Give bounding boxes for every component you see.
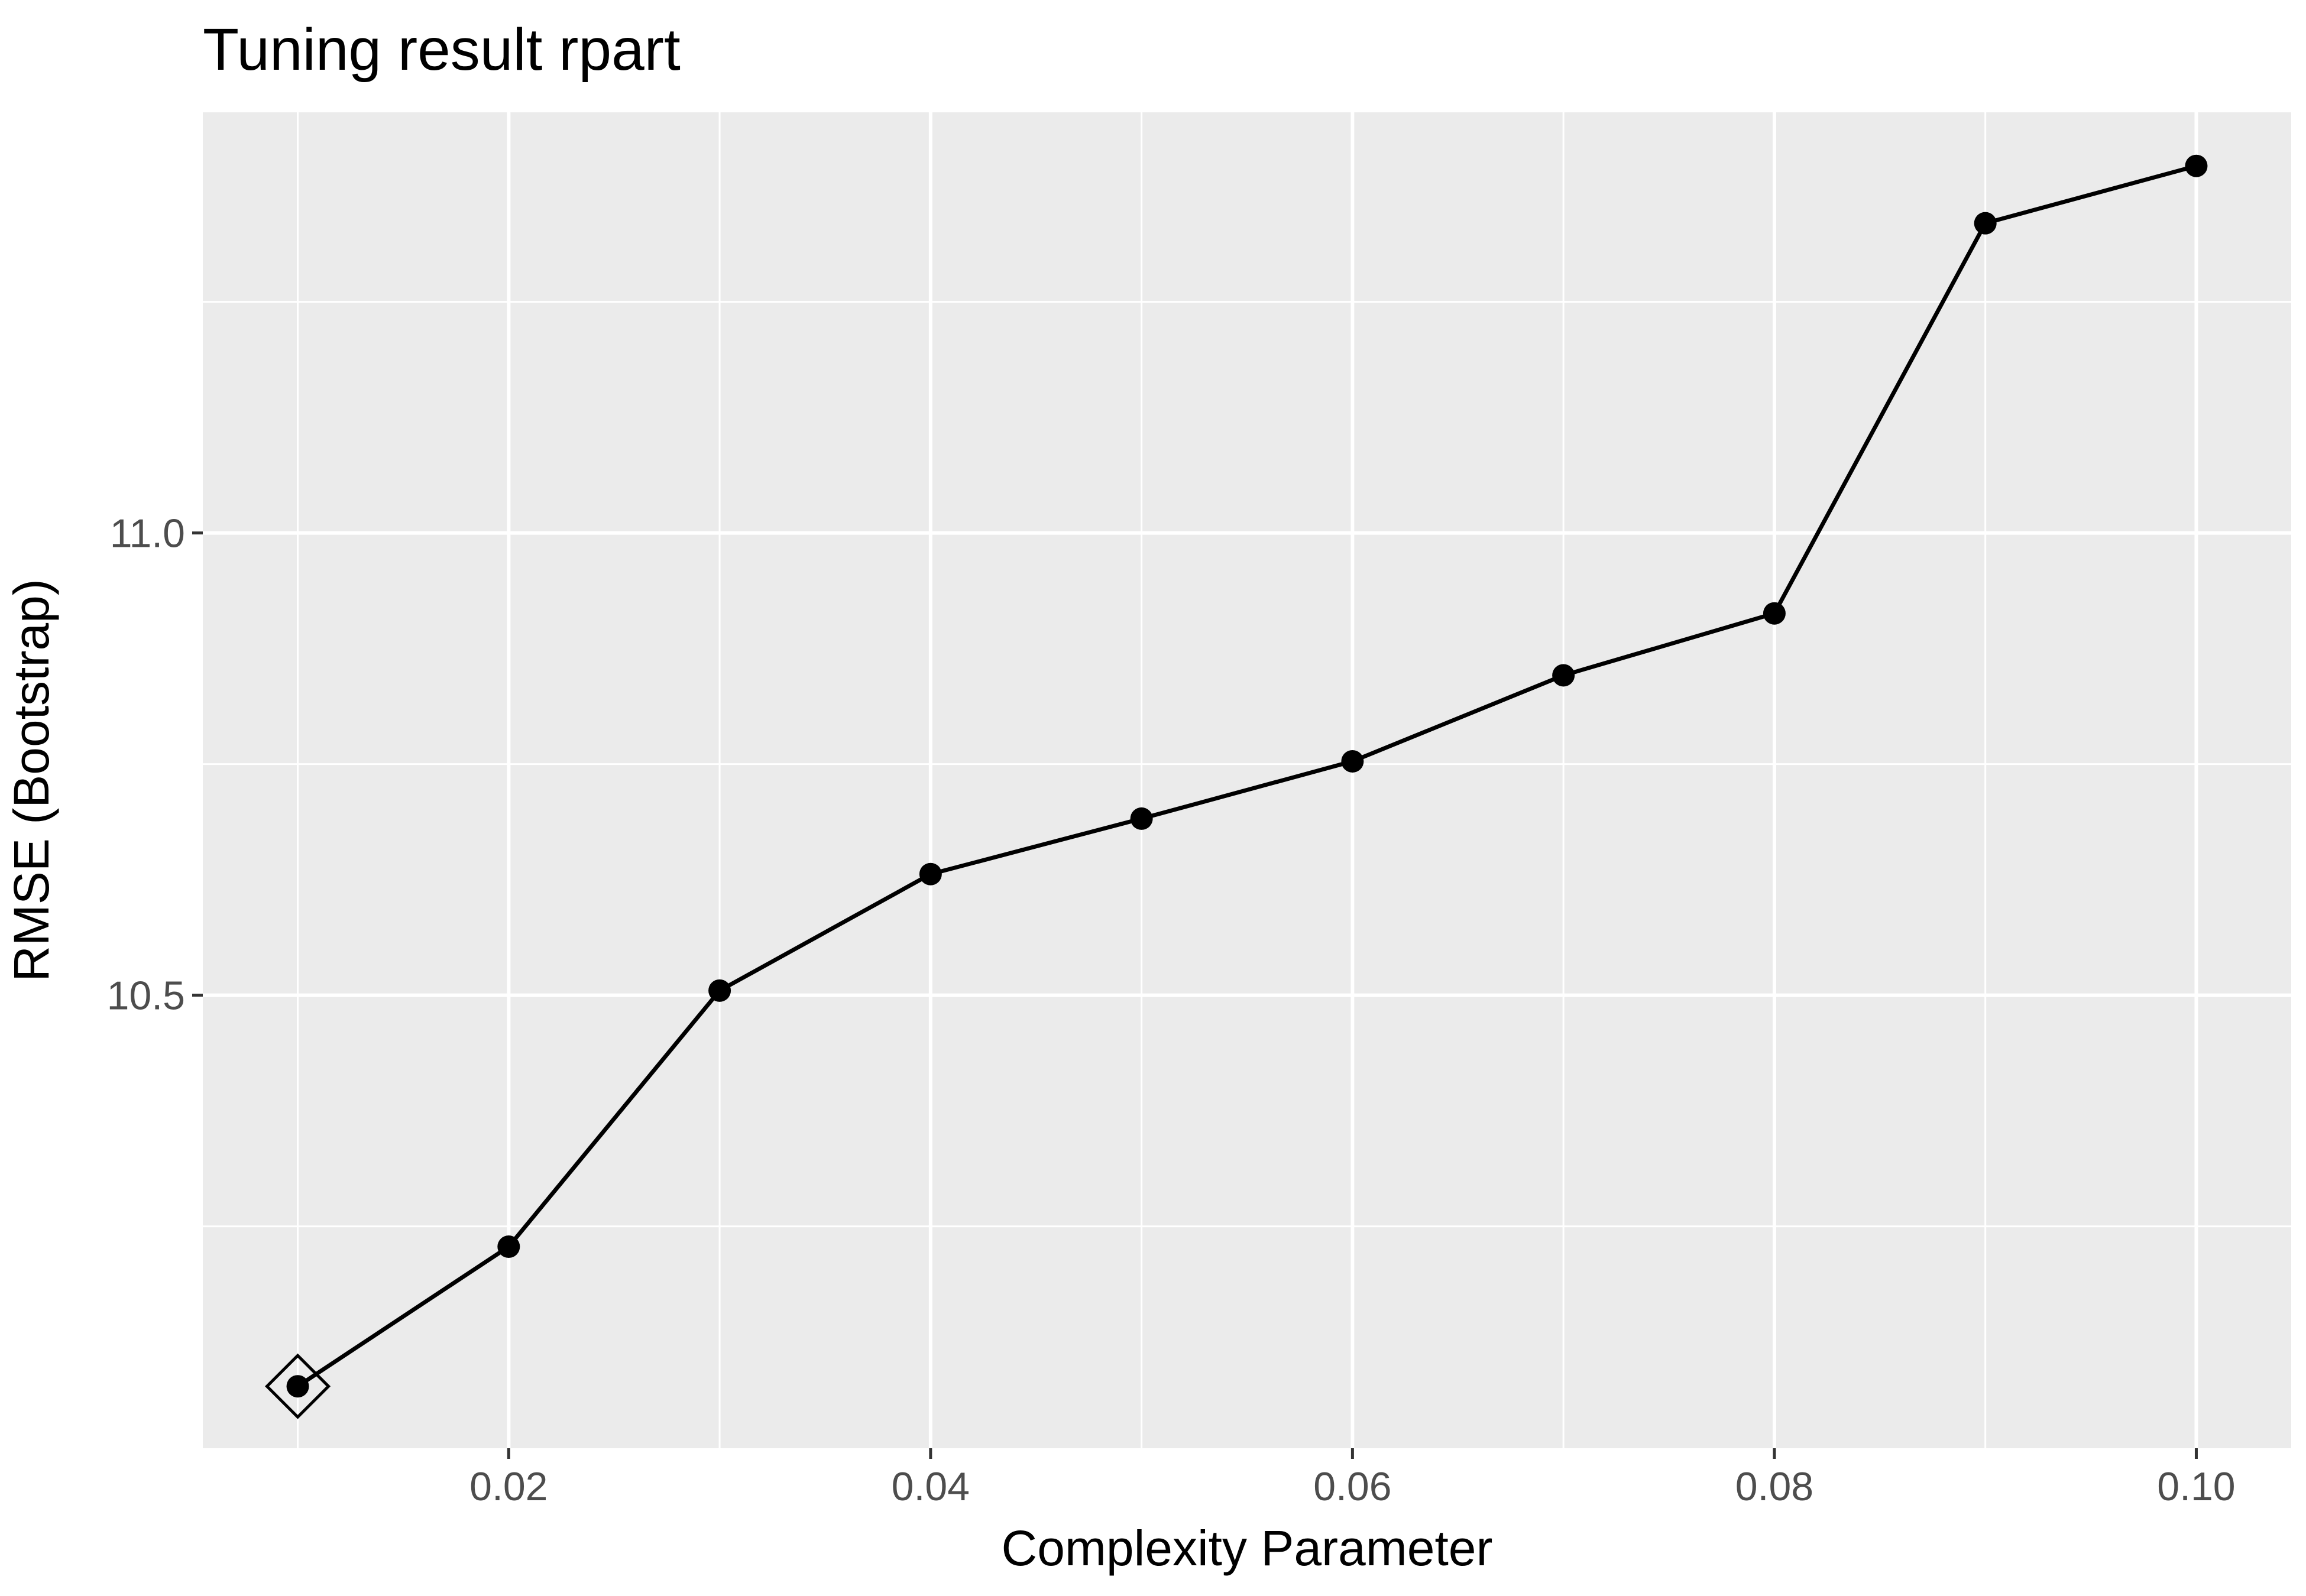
- grid-lines: [203, 112, 2291, 1448]
- y-tick-label: 10.5: [107, 974, 185, 1018]
- best-point-marker: [265, 1353, 331, 1419]
- x-tick-label: 0.08: [1735, 1464, 1813, 1509]
- data-point: [1974, 212, 1997, 235]
- chart-title: Tuning result rpart: [203, 17, 681, 83]
- data-point: [1130, 807, 1153, 830]
- data-point: [1763, 602, 1786, 625]
- y-tick-label: 11.0: [110, 511, 185, 556]
- data-point: [2185, 154, 2208, 177]
- x-tick-label: 0.06: [1313, 1464, 1391, 1509]
- x-tick-label: 0.10: [2157, 1464, 2235, 1509]
- series-line: [296, 164, 2197, 1389]
- series-layer: [265, 154, 2208, 1419]
- data-point: [286, 1375, 309, 1398]
- x-axis-title: Complexity Parameter: [1002, 1520, 1493, 1576]
- y-axis-title: RMSE (Bootstrap): [4, 579, 59, 982]
- data-point: [497, 1235, 520, 1258]
- x-tick-label: 0.02: [469, 1464, 548, 1509]
- data-point: [1341, 750, 1364, 773]
- axes: 0.02 0.04 0.06 0.08 0.10 10.5 11.0: [107, 511, 2236, 1509]
- x-tick-label: 0.04: [892, 1464, 970, 1509]
- data-point: [919, 862, 942, 885]
- data-point: [708, 979, 731, 1002]
- data-point: [1552, 664, 1575, 687]
